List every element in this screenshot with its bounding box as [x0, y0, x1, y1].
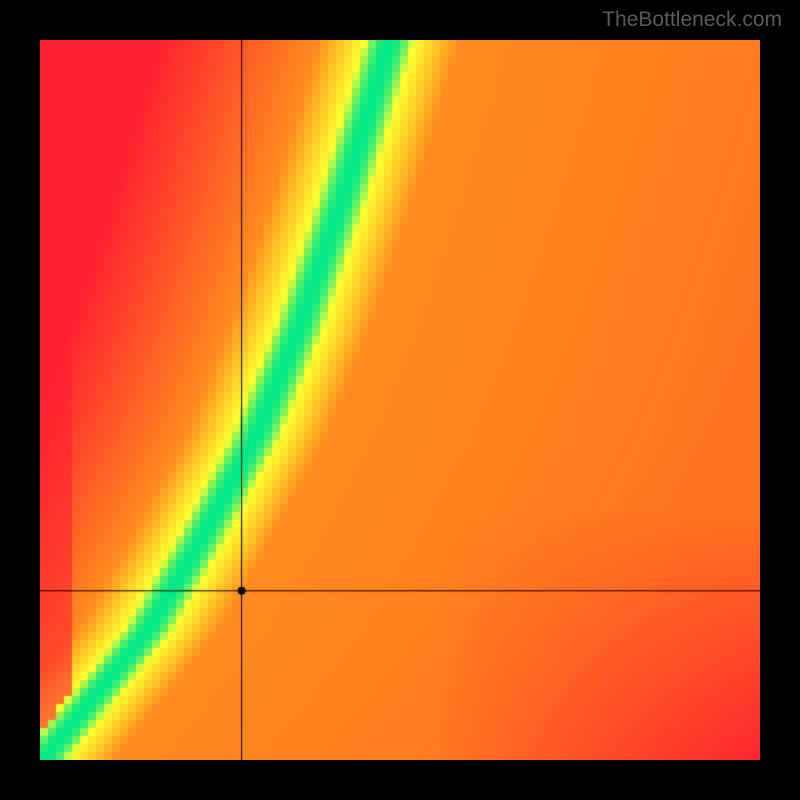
- bottleneck-heatmap: [40, 40, 760, 760]
- heatmap-canvas: [40, 40, 760, 760]
- watermark-text: TheBottleneck.com: [602, 8, 782, 32]
